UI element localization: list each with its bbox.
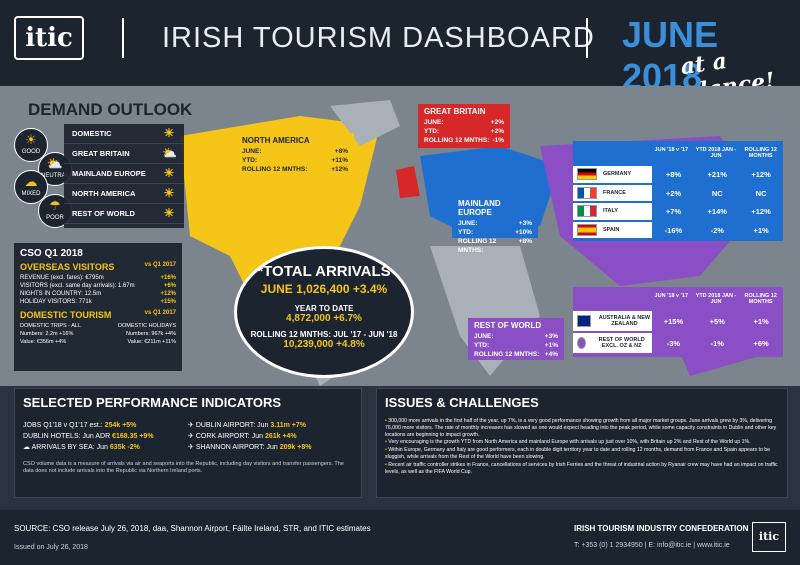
rest-of-world-card: REST OF WORLD JUNE: +3% YTD: +1% ROLLING 1… [468,318,564,360]
header: itic IRISH TOURISM DASHBOARD JUNE 2018 a… [0,0,800,106]
europe-markets-table: JUN '18 v '17 YTD 2018 JAN - JUN ROLLING… [573,141,783,241]
north-america-card: NORTH AMERICA JUNE: +8% YTD: +11% ROLLING … [236,133,354,177]
demand-row-europe: MAINLAND EUROPE ☀ [64,164,184,184]
sun-icon: ☀ [163,166,175,180]
long-haul-markets-table: JUN '18 v '17 YTD 2018 JAN - JUN ROLLING… [573,287,783,357]
cloud-sun-icon: ⛅ [46,156,64,171]
table-row: FRANCE +2% NC NC [573,184,783,203]
plane-icon: ✈ [188,444,196,451]
list-item: 300,000 more arrivals in the first half … [385,418,779,438]
rain-icon: ☂ [49,198,61,213]
italy-flag-icon [577,205,597,218]
plane-icon: ✈ [188,433,196,440]
page-title: IRISH TOURISM DASHBOARD [162,22,595,54]
org-name: IRISH TOURISM INDUSTRY CONFEDERATION [574,524,749,533]
mainland-europe-card: MAINLAND EUROPE JUNE: +3% YTD: +10% ROLLIN… [452,196,538,254]
cso-note: CSO volume data is a measure of arrivals… [23,461,344,474]
header-divider [122,18,124,58]
globe-icon [577,337,586,349]
contact-text[interactable]: T: +353 (0) 1 2934950 | E: info@itic.ie … [574,542,730,549]
sun-icon: ☀ [163,186,175,200]
demand-row-gb: GREAT BRITAIN ⛅ [64,144,184,164]
sun-icon: ☀ [163,126,175,140]
table-row: REST OF WORLD EXCL. OZ & NZ -3% -1% +6% [573,333,783,355]
issued-text: Issued on July 26, 2018 [14,544,88,551]
table-row: AUSTRALIA & NEW ZEALAND +15% +5% +1% [573,311,783,333]
australia-flag-icon [577,315,592,327]
report-date: JUNE 2018 [622,14,719,97]
issues-panel: ISSUES & CHALLENGES 300,000 more arrival… [376,388,788,498]
demand-row-domestic: DOMESTIC ☀ [64,124,184,144]
itic-logo: itic [752,522,786,552]
ship-icon: ☁ [23,444,32,451]
table-row: GERMANY +8% +21% +12% [573,166,783,185]
cloud-sun-icon: ⛅ [162,146,177,160]
demand-outlook-title: DEMAND OUTLOOK [28,100,193,119]
table-header: JUN '18 v '17 YTD 2018 JAN - JUN ROLLING… [654,147,777,159]
performance-indicators-panel: SELECTED PERFORMANCE INDICATORS JOBS Q1'… [14,388,362,498]
list-item: Recent air traffic controller strikes in… [385,462,779,476]
cso-q1-panel: CSO Q1 2018 OVERSEAS VISITORS vs Q1 2017 … [14,243,182,371]
header-divider [586,18,588,58]
spain-flag-icon [577,223,597,236]
ireland-britain-region [396,166,420,198]
germany-flag-icon [577,168,597,181]
total-arrivals-badge: *TOTAL ARRIVALS JUNE 1,026,400 +3.4% YEA… [234,246,414,378]
demand-row-na: NORTH AMERICA ☀ [64,184,184,204]
great-britain-card: GREAT BRITAIN JUNE: +2% YTD: +2% ROLLING 1… [418,104,510,148]
list-item: Within Europe, Germany and Italy are goo… [385,447,779,461]
source-text: SOURCE: CSO release July 26, 2018, daa, … [14,524,371,533]
cloud-icon: ☁ [24,174,38,189]
demand-row-row: REST OF WORLD ☀ [64,204,184,224]
plane-icon: ✈ [188,422,196,429]
demand-outlook-table: DOMESTIC ☀ GREAT BRITAIN ⛅ MAINLAND EUROPE… [64,124,184,228]
table-row: ITALY +7% +14% +12% [573,203,783,222]
greenland-region [330,100,400,146]
sun-icon: ☀ [163,206,175,220]
list-item: Very encouraging is the growth YTD from … [385,439,779,446]
table-row: SPAIN -16% -2% +1% [573,221,783,240]
france-flag-icon [577,186,597,199]
table-header: JUN '18 v '17 YTD 2018 JAN - JUN ROLLING… [654,293,777,305]
sun-icon: ☀ [25,132,37,147]
footer: SOURCE: CSO release July 26, 2018, daa, … [0,510,800,565]
itic-logo: itic [14,16,84,60]
